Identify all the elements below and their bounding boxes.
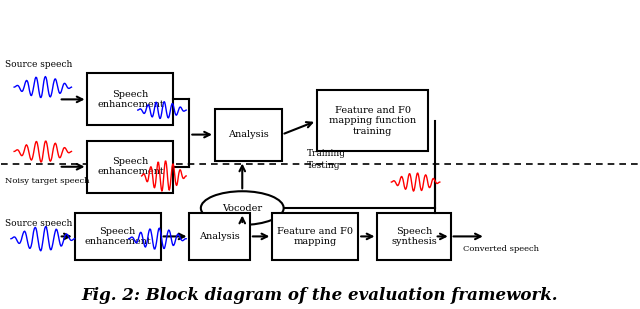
Text: Speech
enhancement: Speech enhancement	[97, 90, 164, 109]
Bar	[189, 213, 250, 260]
Text: Converted speech: Converted speech	[463, 245, 540, 253]
Bar	[88, 73, 173, 125]
Text: Testing: Testing	[307, 161, 340, 170]
Text: Source speech: Source speech	[4, 219, 72, 228]
Text: Speech
synthesis: Speech synthesis	[391, 227, 437, 246]
Text: Training: Training	[307, 149, 346, 158]
Bar	[88, 141, 173, 193]
Text: Source speech: Source speech	[4, 60, 72, 69]
Bar	[272, 213, 358, 260]
Bar	[378, 213, 451, 260]
Text: Vocoder: Vocoder	[222, 204, 262, 213]
Text: Analysis: Analysis	[228, 130, 269, 139]
Ellipse shape	[201, 191, 284, 225]
Text: Speech
enhancement: Speech enhancement	[84, 227, 151, 246]
Bar	[317, 90, 428, 151]
Bar	[215, 108, 282, 161]
Text: Analysis: Analysis	[199, 232, 240, 241]
Text: Feature and F0
mapping function
training: Feature and F0 mapping function training	[329, 106, 416, 136]
Text: Speech
enhancement: Speech enhancement	[97, 157, 164, 176]
Text: Noisy target speech: Noisy target speech	[4, 176, 89, 184]
Text: Feature and F0
mapping: Feature and F0 mapping	[277, 227, 353, 246]
Bar	[75, 213, 161, 260]
Text: Fig. 2: Block diagram of the evaluation framework.: Fig. 2: Block diagram of the evaluation …	[82, 287, 558, 304]
